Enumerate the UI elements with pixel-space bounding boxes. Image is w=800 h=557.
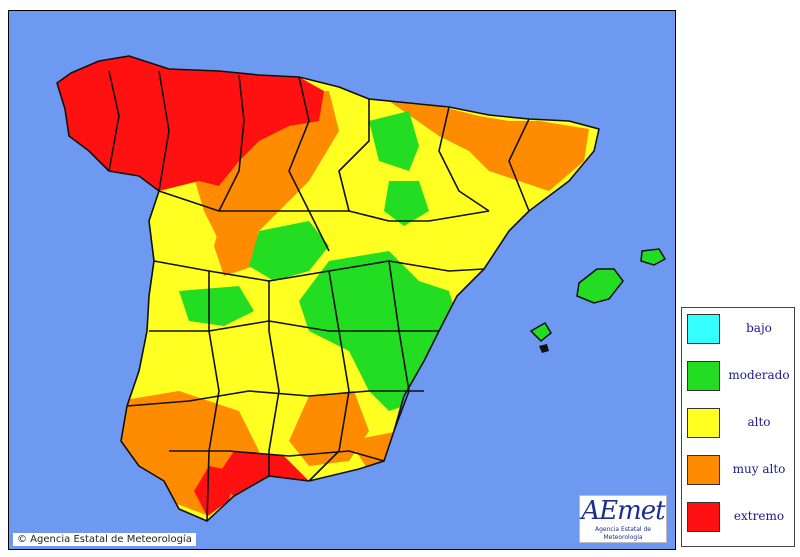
- zone-moderado: [369, 111, 419, 171]
- legend-item-moderado: moderado: [687, 361, 793, 397]
- legend-item-bajo: bajo: [687, 314, 793, 350]
- island-ibiza: [529, 321, 552, 343]
- legend-swatch: [687, 455, 720, 485]
- island-formentera: [539, 344, 549, 353]
- spain-map-svg: [56, 55, 667, 522]
- legend-swatch: [687, 408, 720, 438]
- legend-label: alto: [747, 415, 771, 429]
- legend-label: muy alto: [732, 462, 786, 476]
- copyright-notice: © Agencia Estatal de Meteorología: [13, 533, 196, 546]
- aemet-logo: AEmet Agencia Estatal de Meteorología: [579, 495, 667, 543]
- island-menorca: [640, 248, 667, 266]
- legend-swatch: [687, 361, 720, 391]
- zone-muy-alto: [289, 391, 369, 466]
- legend-label: moderado: [728, 368, 790, 382]
- logo-wordmark: AEmet: [581, 496, 665, 526]
- zone-moderado: [179, 286, 254, 326]
- risk-map: © Agencia Estatal de Meteorología AEmet …: [8, 10, 676, 550]
- zone-moderado: [384, 181, 429, 226]
- legend: bajo moderado alto muy alto extremo: [681, 307, 795, 547]
- legend-item-extremo: extremo: [687, 502, 793, 538]
- province-borders: [56, 55, 600, 522]
- island-mallorca: [576, 268, 624, 304]
- legend-swatch: [687, 502, 720, 532]
- logo-subtitle: Agencia Estatal de Meteorología: [594, 526, 651, 541]
- zone-moderado: [249, 221, 329, 281]
- legend-label: bajo: [746, 321, 772, 335]
- legend-swatch: [687, 314, 720, 344]
- zone-extremo: [194, 466, 234, 516]
- zone-muy-alto: [389, 101, 589, 191]
- legend-item-muy-alto: muy alto: [687, 455, 793, 491]
- legend-item-alto: alto: [687, 408, 793, 444]
- zone-extremo: [214, 451, 309, 496]
- zone-muy-alto: [214, 211, 259, 276]
- legend-label: extremo: [733, 509, 785, 523]
- zone-extremo: [57, 56, 324, 191]
